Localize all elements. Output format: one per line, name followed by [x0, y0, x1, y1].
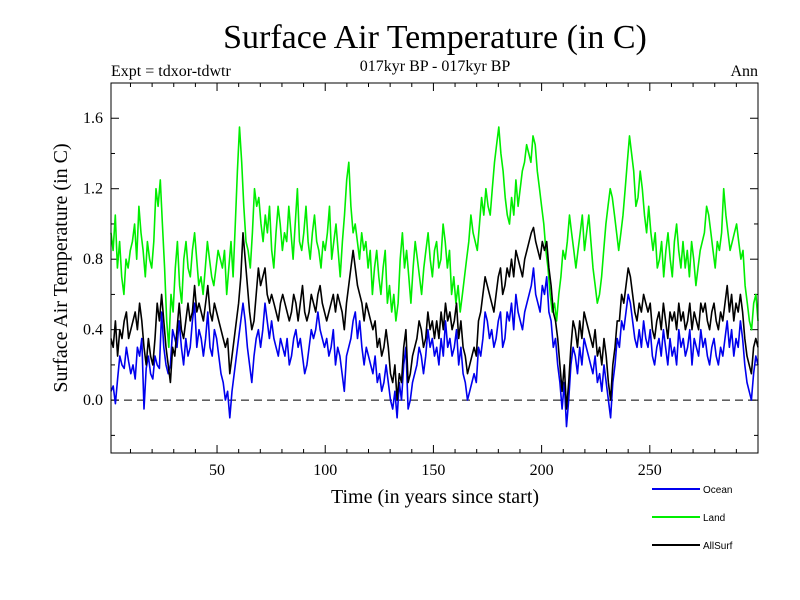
experiment-label: Expt = tdxor-tdwtr — [111, 63, 231, 80]
x-tick-label: 150 — [421, 462, 445, 479]
x-tick-label: 200 — [530, 462, 554, 479]
chart-subtitle: 017kyr BP - 017kyr BP — [360, 58, 511, 75]
legend-label-ocean: Ocean — [703, 485, 732, 496]
x-tick-label: 50 — [209, 462, 225, 479]
legend-label-land: Land — [703, 513, 725, 524]
x-tick-label: 250 — [638, 462, 662, 479]
legend: Ocean Land AllSurf — [652, 485, 733, 552]
plot-frame — [110, 82, 759, 454]
y-axis-label: Surface Air Temperature (in C) — [50, 143, 72, 392]
season-label: Ann — [730, 63, 758, 80]
legend-label-allsurf: AllSurf — [703, 541, 733, 552]
plot-area: 50 100 150 200 250 1.6 1.2 0.8 0.4 0.0 — [83, 83, 759, 479]
x-axis-label: Time (in years since start) — [331, 486, 539, 508]
y-tick-label: 0.8 — [83, 251, 103, 268]
series-line-allsurf — [110, 226, 759, 410]
chart-title: Surface Air Temperature (in C) — [223, 19, 647, 56]
y-tick-label: 1.2 — [83, 181, 103, 198]
y-tick-label: 0.4 — [83, 322, 103, 339]
y-tick-label: 1.6 — [83, 110, 103, 127]
series-line-ocean — [110, 267, 759, 428]
series-line-land — [110, 126, 759, 349]
x-tick-label: 100 — [313, 462, 337, 479]
y-tick-label: 0.0 — [83, 392, 103, 409]
